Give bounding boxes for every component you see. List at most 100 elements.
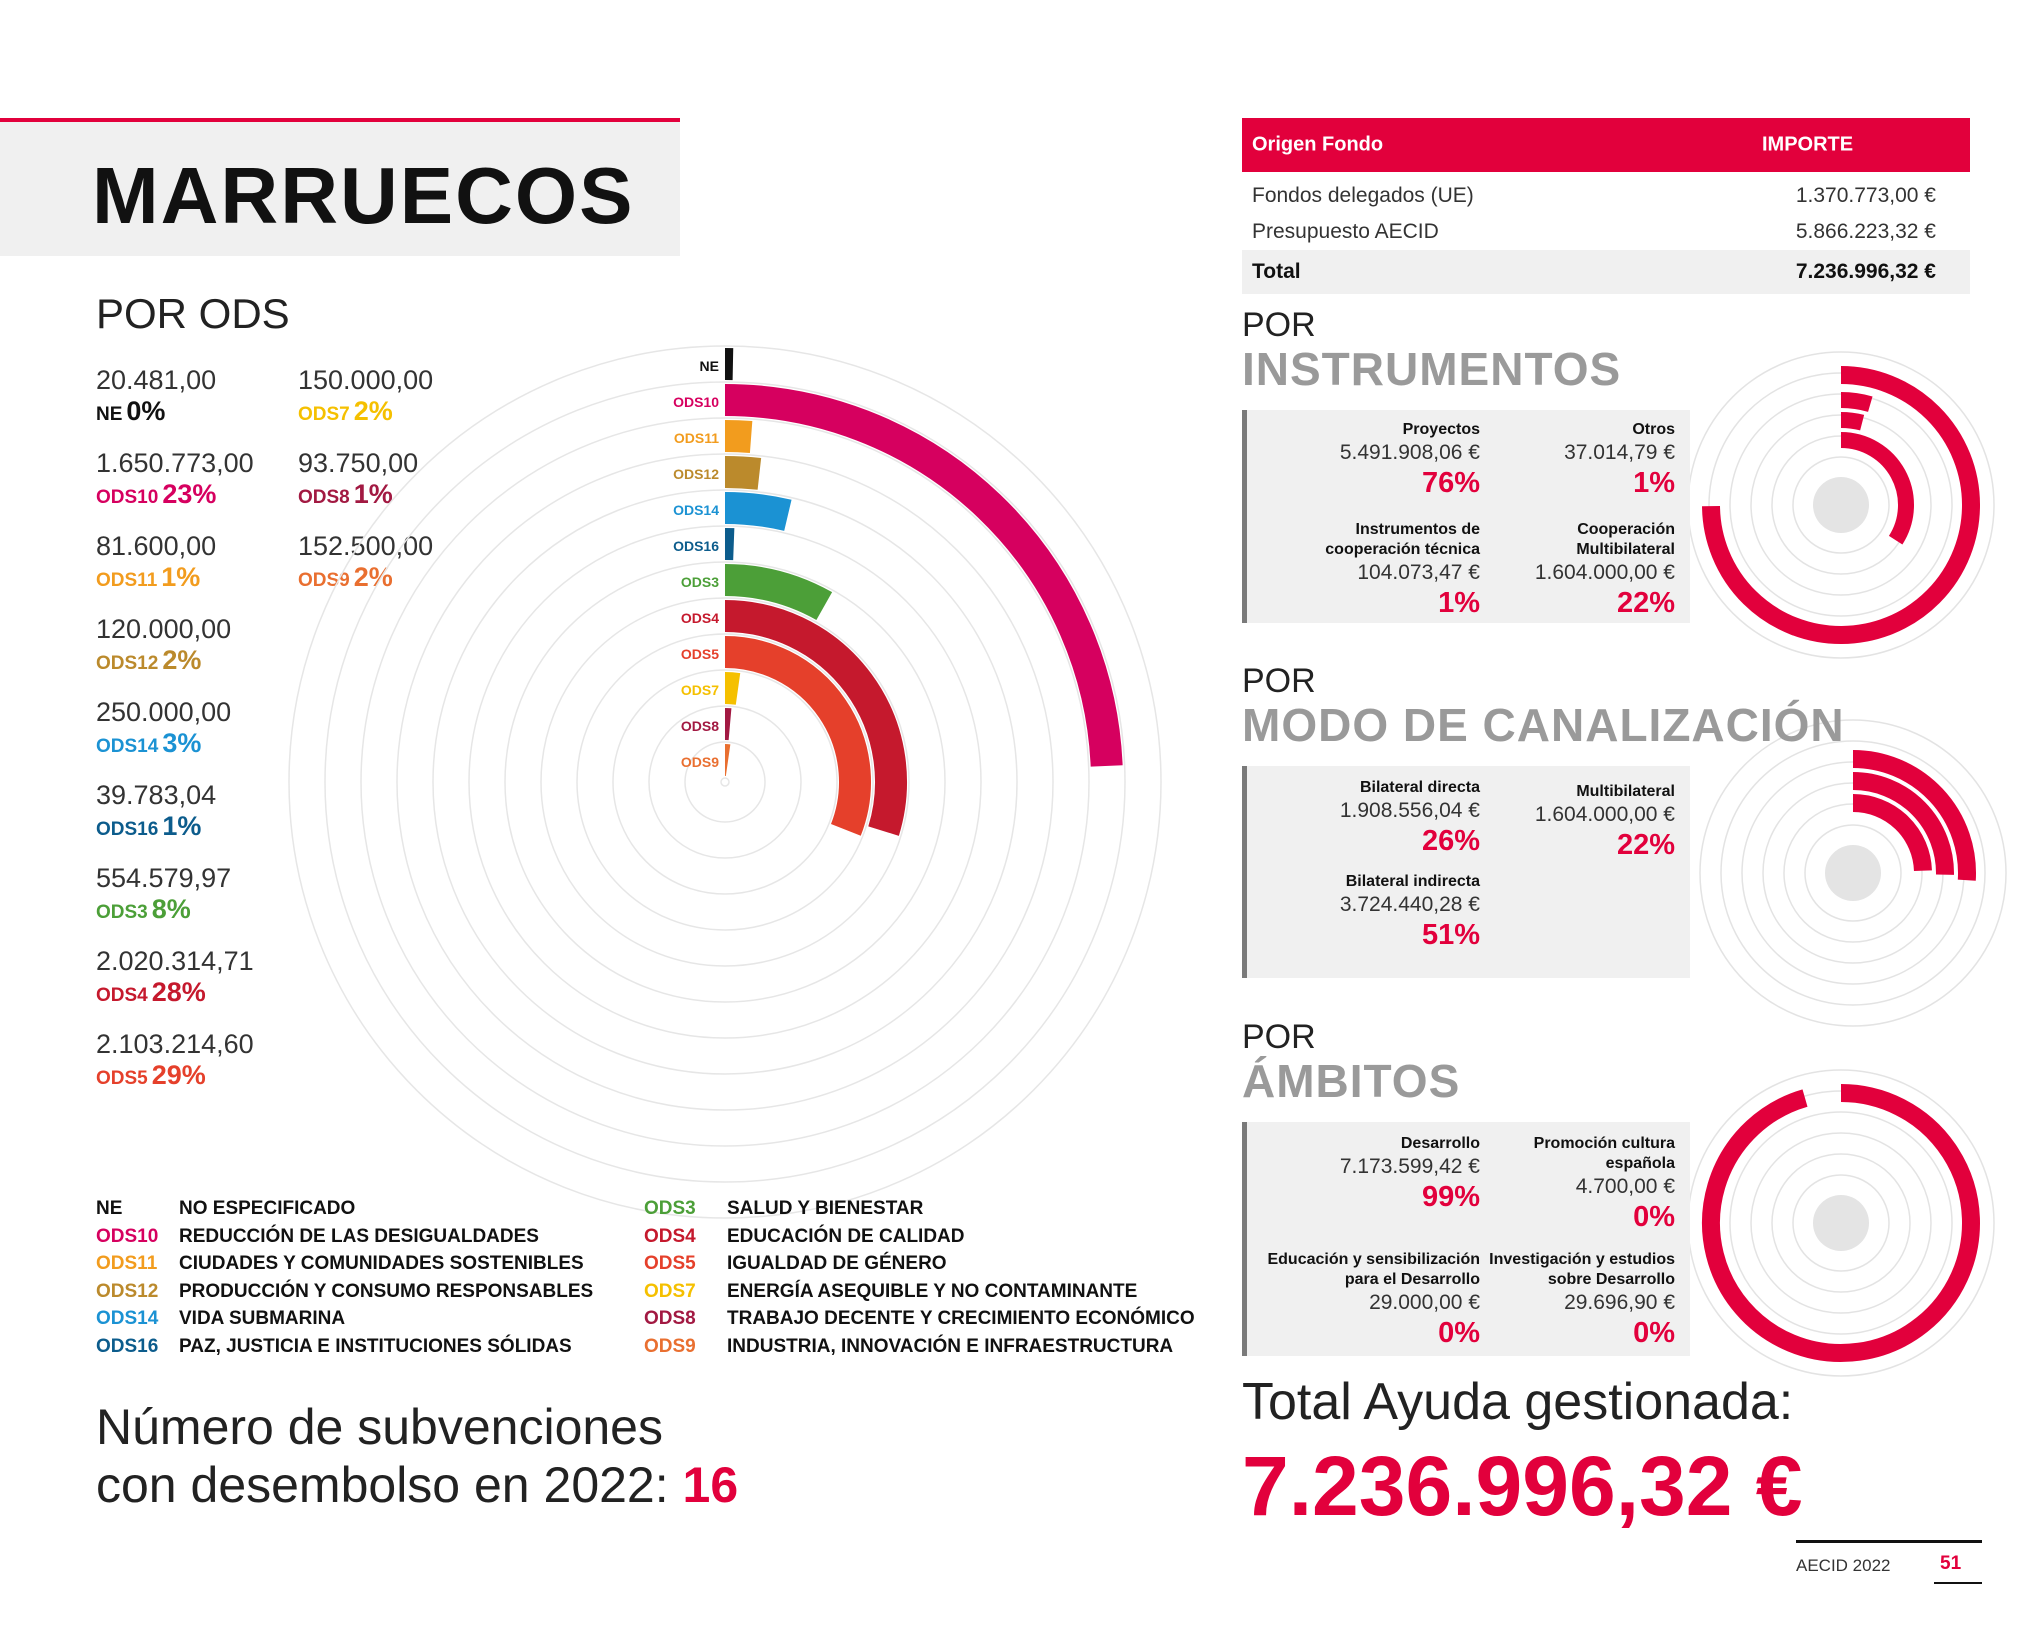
chart-guide-ring [468, 525, 982, 1039]
chart-bar-ods11 [724, 420, 753, 453]
title-banner [0, 118, 680, 256]
ambitos-chart-center-disc [1813, 1195, 1869, 1251]
chart-guide-ring [576, 633, 874, 931]
instrumentos-chart-guide-ring [1792, 456, 1890, 554]
ods-value-item: 250.000,00 ODS14 3% [96, 696, 231, 759]
chart-bar-ods5 [724, 636, 871, 836]
ods-code-line: ODS16 1% [96, 811, 216, 842]
instrumentos-cell-multibilateral: Cooperación Multibilateral 1.604.000,00 … [1535, 520, 1675, 620]
legend-code: ODS3 [644, 1198, 696, 1219]
cell-percent: 0% [1633, 1317, 1675, 1349]
ods-value-item: 93.750,00 ODS8 1% [298, 447, 418, 510]
ods-code: ODS14 [96, 736, 159, 757]
ods-code-line: ODS10 23% [96, 479, 254, 510]
ambitos-cell-desarrollo: Desarrollo 7.173.599,42 € 99% [1340, 1134, 1480, 1214]
ods-value-item: 150.000,00 ODS7 2% [298, 364, 433, 427]
ods-value-item: 554.579,97 ODS3 8% [96, 862, 231, 925]
fund-header-amount: IMPORTE [1762, 133, 1854, 156]
ods-percent: 29% [151, 1060, 206, 1090]
chart-category-label: ODS5 [681, 646, 719, 662]
cell-amount: 29.000,00 € [1369, 1291, 1480, 1314]
fund-table: Origen Fondo IMPORTE Fondos delegados (U… [1242, 118, 1970, 294]
cell-label: Bilateral directa [1359, 779, 1480, 796]
ods-percent: 2% [353, 396, 393, 426]
legend-name: INDUSTRIA, INNOVACIÓN E INFRAESTRUCTURA [727, 1335, 1174, 1357]
ods-code-line: ODS9 2% [298, 562, 433, 593]
cell-amount: 1.604.000,00 € [1534, 561, 1675, 584]
instrumentos-cell-otros: Otros 37.014,79 € 1% [1564, 420, 1675, 500]
cell-percent: 99% [1421, 1181, 1480, 1213]
ods-amount: 150.000,00 [298, 365, 434, 395]
cell-label: Investigación y estudios [1489, 1251, 1675, 1268]
ods-code: ODS4 [96, 985, 148, 1006]
chart-category-label: ODS11 [674, 430, 719, 446]
canalizacion-chart-arc [1852, 750, 1976, 881]
cell-amount: 4.700,00 € [1575, 1175, 1675, 1198]
cell-label: Multibilateral [1576, 783, 1675, 800]
fund-total-row: Total 7.236.996,32 € [1242, 250, 1970, 294]
cell-label: Instrumentos de [1355, 521, 1480, 538]
cell-label: Otros [1632, 421, 1675, 438]
chart-category-label: ODS3 [681, 574, 719, 590]
ods-heading: POR ODS [96, 290, 290, 337]
legend-code: ODS14 [96, 1308, 159, 1329]
chart-bar-ods10 [724, 384, 1123, 767]
ambitos-title: ÁMBITOS [1242, 1055, 1461, 1107]
chart-guide-ring [396, 453, 1054, 1111]
legend-name: VIDA SUBMARINA [179, 1308, 346, 1329]
legend-name: ENERGÍA ASEQUIBLE Y NO CONTAMINANTE [727, 1280, 1138, 1302]
page-number: 51 [1940, 1553, 1962, 1574]
instrumentos-por: POR [1242, 306, 1316, 344]
ods-code-line: ODS7 2% [298, 396, 433, 427]
chart-category-label: ODS9 [681, 754, 719, 770]
chart-guide-ring [288, 345, 1162, 1219]
ods-code: ODS7 [298, 404, 350, 425]
ods-code-line: ODS8 1% [298, 479, 418, 510]
canalizacion-chart-guide-ring [1720, 740, 1986, 1006]
ambitos-cell-educacion: Educación y sensibilización para el Desa… [1267, 1250, 1480, 1350]
chart-bar-ods12 [724, 455, 762, 490]
ods-value-item: 120.000,00 ODS12 2% [96, 613, 231, 676]
ods-code-line: ODS12 2% [96, 645, 231, 676]
cell-percent: 76% [1421, 467, 1480, 499]
chart-guide-ring [504, 561, 946, 1003]
cell-label: Bilateral indirecta [1345, 873, 1480, 890]
chart-bar-ods4 [724, 600, 907, 836]
legend-name: PAZ, JUSTICIA E INSTITUCIONES SÓLIDAS [179, 1335, 572, 1357]
cell-label: Multibilateral [1576, 541, 1675, 558]
canalizacion-box: Bilateral directa 1.908.556,04 € 26% Mul… [1242, 766, 1690, 978]
chart-guide-ring [648, 705, 802, 859]
cell-percent: 22% [1616, 829, 1675, 861]
chart-category-label: NE [700, 358, 719, 374]
instrumentos-chart-center-disc [1813, 477, 1869, 533]
cell-amount: 37.014,79 € [1564, 441, 1675, 464]
legend-code: ODS4 [644, 1225, 696, 1247]
chart-guide-ring [432, 489, 1018, 1075]
page-number-underline [1934, 1582, 1982, 1584]
chart-guide-ring [684, 741, 766, 823]
fund-row: Fondos delegados (UE) 1.370.773,00 € [1242, 178, 1970, 214]
cell-amount: 3.724.440,28 € [1339, 893, 1480, 916]
legend-name: TRABAJO DECENTE Y CRECIMIENTO ECONÓMICO [727, 1308, 1195, 1329]
chart-category-label: ODS12 [673, 466, 719, 482]
fund-total-label: Total [1252, 260, 1301, 283]
instrumentos-chart-arc [1840, 412, 1865, 431]
cell-label: Desarrollo [1400, 1135, 1480, 1152]
legend-code: ODS10 [96, 1225, 159, 1247]
canalizacion-chart-arc [1852, 794, 1932, 872]
ambitos-por: POR [1242, 1018, 1316, 1056]
ods-code-line: ODS11 1% [96, 562, 216, 593]
ods-amount: 20.481,00 [96, 365, 217, 395]
subvenciones-count: 16 [682, 1457, 739, 1513]
chart-guide-ring [720, 777, 730, 787]
legend-name: SALUD Y BIENESTAR [727, 1198, 924, 1219]
ods-amount: 2.020.314,71 [96, 946, 254, 976]
ambitos-chart-guide-ring [1771, 1153, 1911, 1293]
ods-amount: 81.600,00 [96, 531, 217, 561]
cell-percent: 1% [1438, 587, 1480, 619]
ods-value-item: 2.103.214,60 ODS5 29% [96, 1028, 254, 1091]
cell-label: Educación y sensibilización [1267, 1251, 1480, 1268]
legend-code: ODS8 [644, 1308, 696, 1329]
cell-percent: 1% [1633, 467, 1675, 499]
